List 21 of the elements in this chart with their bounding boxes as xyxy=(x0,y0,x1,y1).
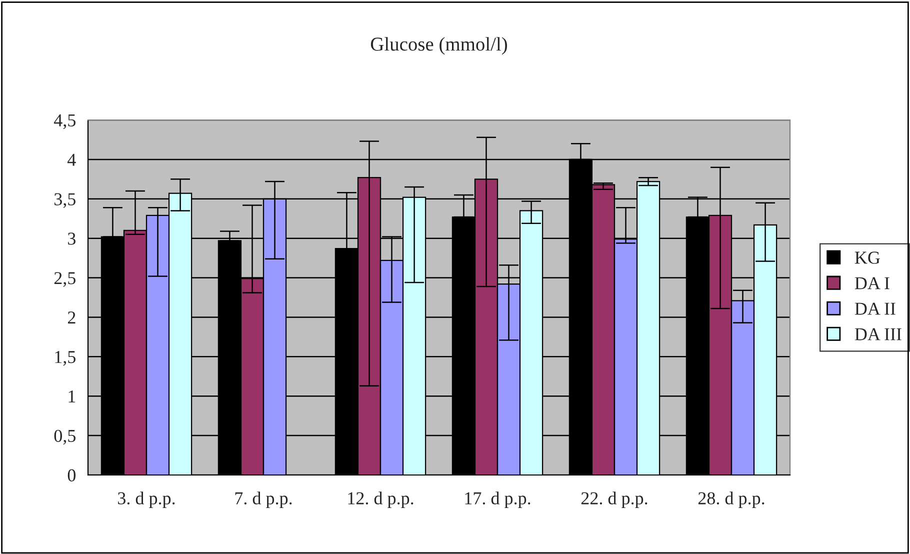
x-tick-label: 12. d p.p. xyxy=(348,492,414,508)
x-tick-label: 3. d p.p. xyxy=(118,492,175,508)
y-tick-label: 3 xyxy=(68,232,76,245)
y-tick-label: 3,5 xyxy=(54,193,76,208)
chart-title: Glucose (mmol/l) xyxy=(370,37,507,55)
y-tick-label: 0,5 xyxy=(54,430,76,445)
y-tick-label: 1 xyxy=(68,390,76,402)
legend-label: DA II xyxy=(854,302,896,315)
x-tick-label: 7. d p.p. xyxy=(235,492,292,508)
x-tick-label: 28. d p.p. xyxy=(698,492,764,508)
y-tick-label: 2 xyxy=(68,312,76,324)
y-tick-label: 4 xyxy=(68,154,76,166)
y-tick-label: 0 xyxy=(68,469,76,482)
y-tick-label: 1,5 xyxy=(55,351,76,366)
x-tick-label: 22. d p.p. xyxy=(581,492,648,508)
x-tick-label: 17. d p.p. xyxy=(465,492,530,508)
y-tick-label: 4,5 xyxy=(54,114,76,130)
legend-label: KG xyxy=(854,252,880,264)
y-tick-label: 2,5 xyxy=(54,272,76,287)
legend-label: DA III xyxy=(854,328,902,340)
legend-label: DA I xyxy=(854,277,890,290)
